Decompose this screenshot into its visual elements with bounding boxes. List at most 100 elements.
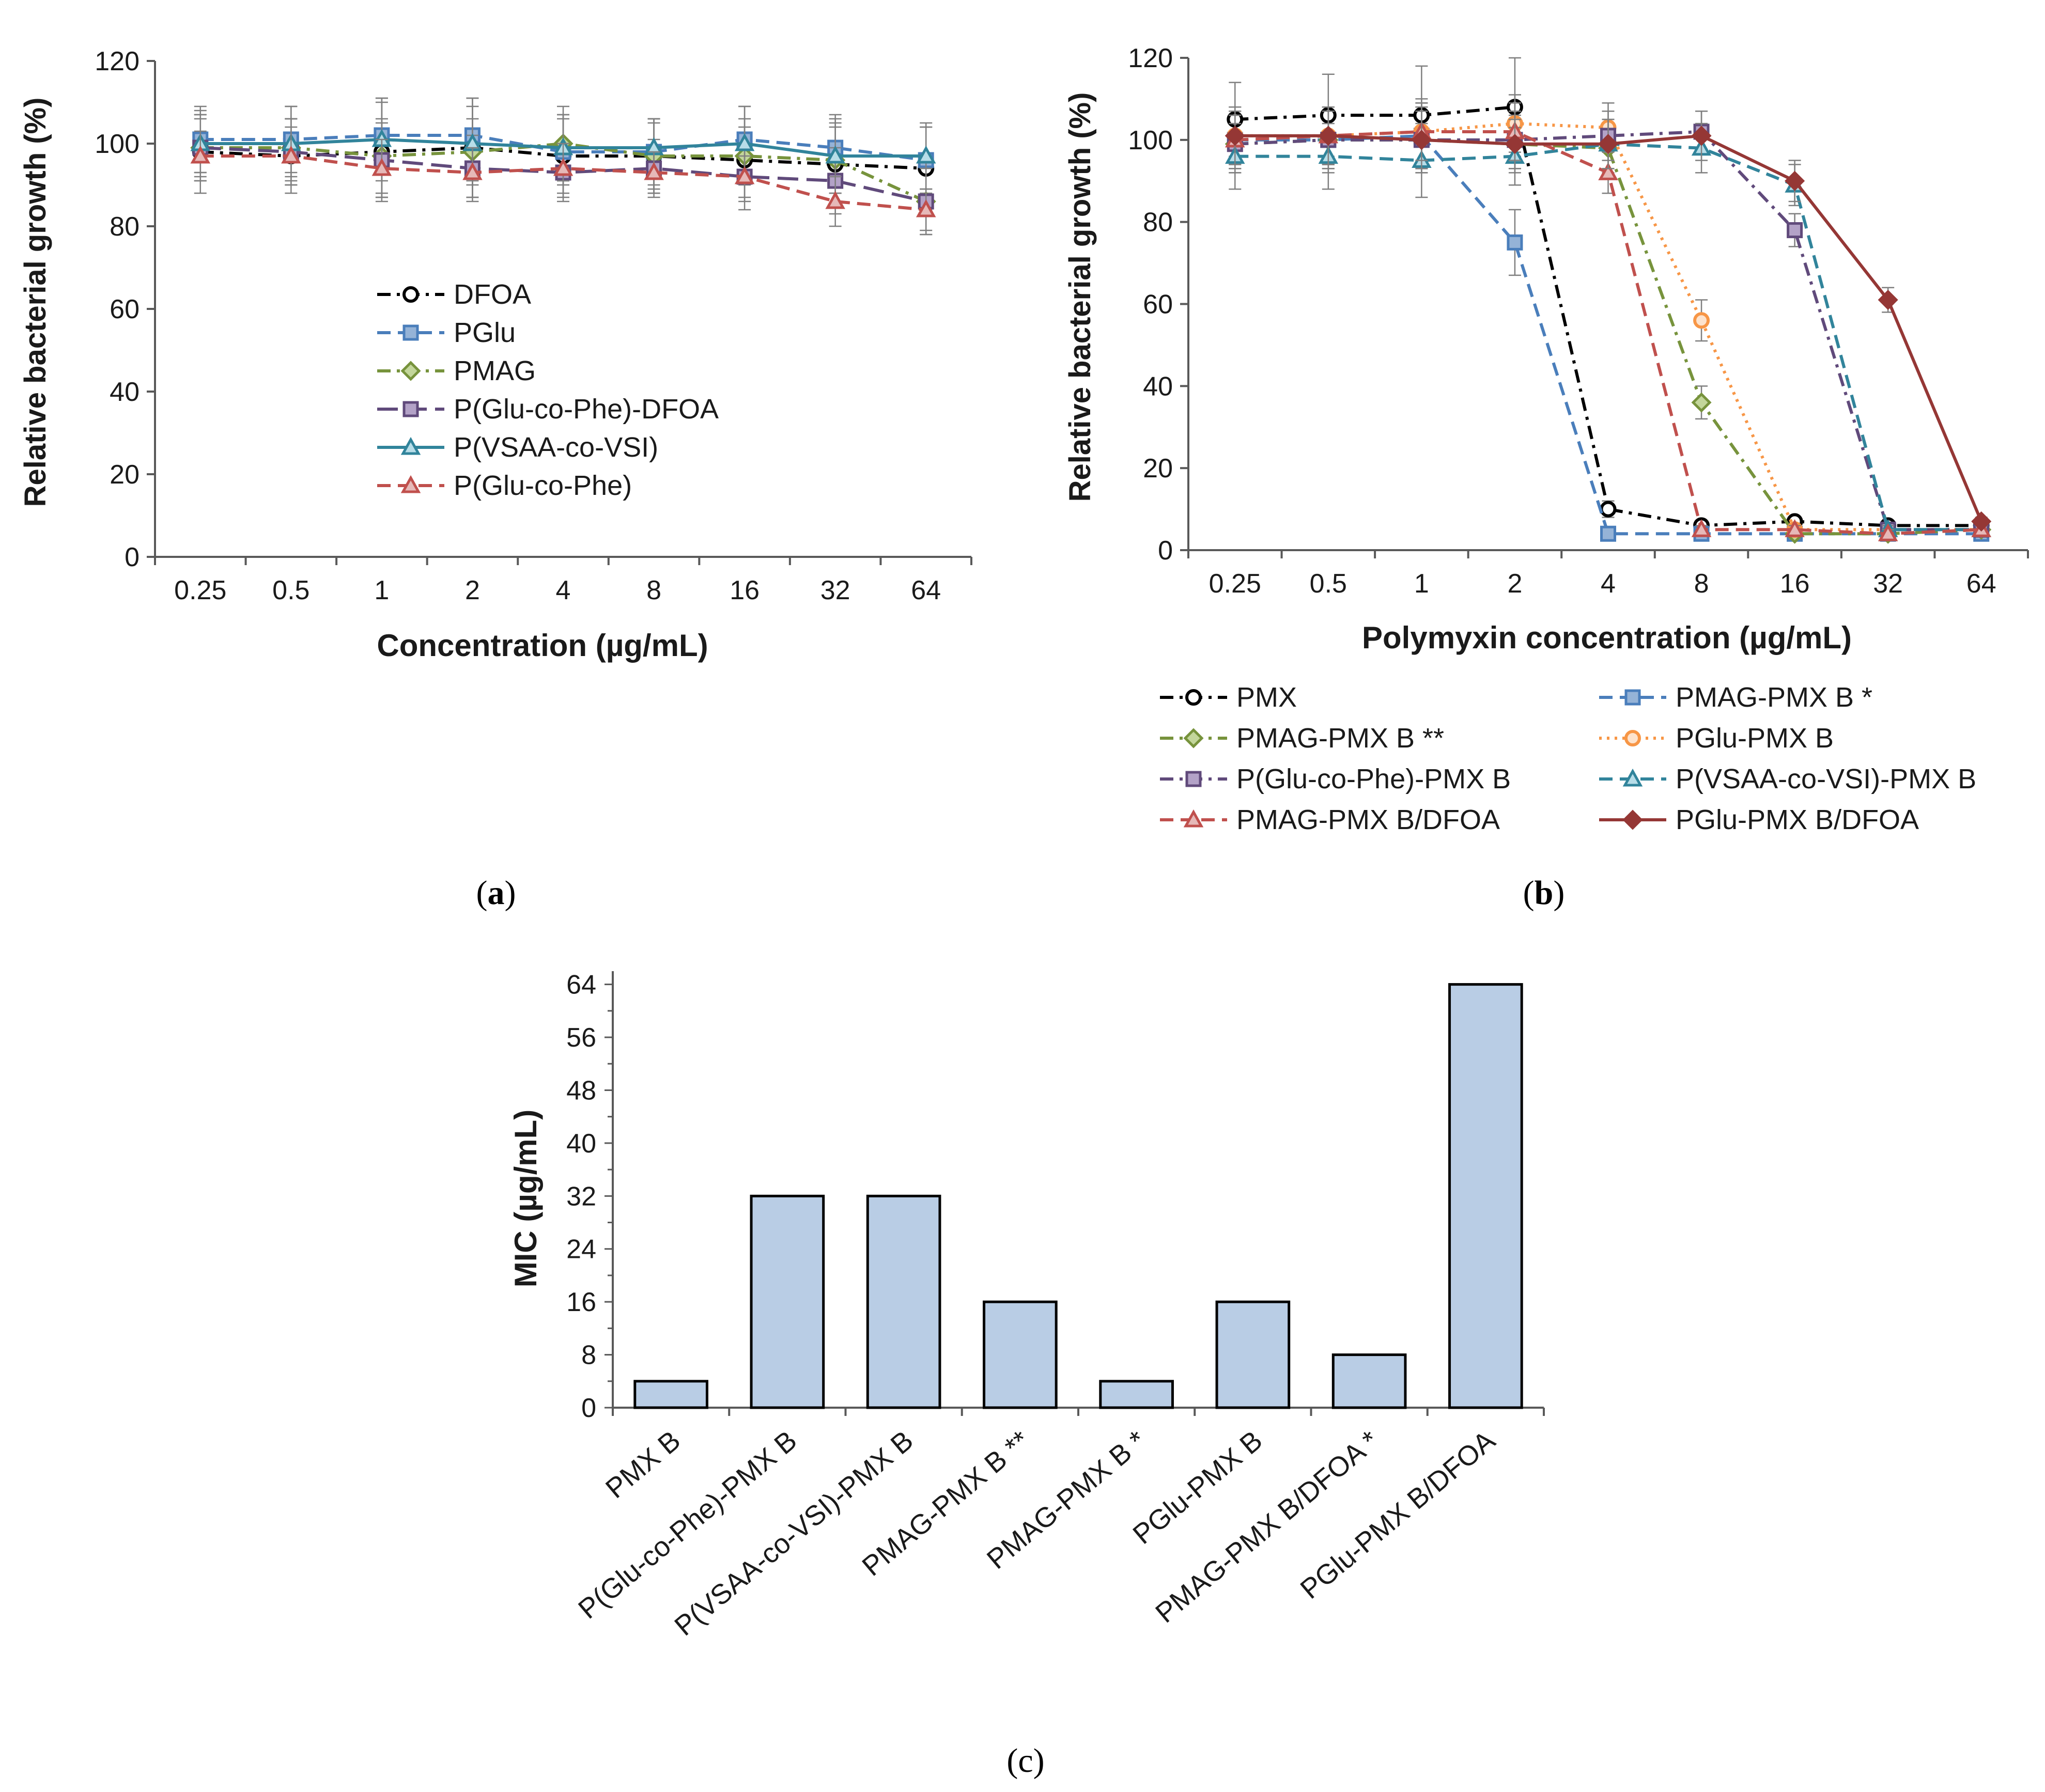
b-point-pglu-pmx-b-dfoa <box>1878 290 1898 310</box>
a-point-p-glu-co-phe <box>644 162 664 180</box>
c-bar-pmag-pmx-b-dfoa <box>1331 1353 1407 1409</box>
c-ytick-label: 16 <box>566 1287 596 1317</box>
a-legend-entry-p-vsaa-co-vsi: P(VSAA-co-VSI) <box>377 432 658 463</box>
b-legend-entry-p-glu-co-phe-pmx-b: P(Glu-co-Phe)-PMX B <box>1160 763 1511 794</box>
b-legend-marker <box>1624 730 1641 746</box>
c-bar-pmx-b <box>633 1380 708 1409</box>
b-line-p-glu-co-phe-pmx-b <box>1235 130 1981 532</box>
a-xtick-label: 0.25 <box>174 575 226 605</box>
b-point-pglu-pmx-b-dfoa <box>1225 126 1245 146</box>
a-point-p-glu-co-phe <box>734 166 755 184</box>
a-xtick-label: 16 <box>730 575 760 605</box>
c-ytick-label: 24 <box>566 1235 596 1265</box>
a-legend-marker <box>400 361 421 381</box>
a-legend-entry-dfoa: DFOA <box>377 279 531 310</box>
chart-b-panel-letter: b <box>1535 874 1554 912</box>
a-legend-marker <box>402 401 419 417</box>
chart-c-ylabel: MIC (µg/mL) <box>508 1110 543 1288</box>
b-legend-entry-pglu-pmx-b-dfoa: PGlu-PMX B/DFOA <box>1599 804 1919 835</box>
b-legend-entry-pmag-pmx-b: PMAG-PMX B ** <box>1160 723 1444 754</box>
a-point-p-glu-co-phe <box>553 158 574 176</box>
a-line-pmag <box>200 142 927 203</box>
chart-c: 0 8 16 24 32 40 48 56 64 PMX BP(Glu-co-Phe)-PMX B… <box>508 970 1545 1780</box>
chart-b-ylabel: Relative bacterial growth (%) <box>1063 92 1097 502</box>
b-xtick-label: 2 <box>1507 569 1522 599</box>
b-point-pglu-pmx-b-dfoa <box>1691 126 1712 146</box>
chart-a-panel-label: (a) <box>476 874 516 912</box>
c-ytick-label: 64 <box>566 970 596 1000</box>
b-point-pglu-pmx-b-dfoa <box>1971 511 1992 532</box>
chart-b-panel-label: (b) <box>1523 874 1565 912</box>
a-xtick-label: 32 <box>820 575 850 605</box>
b-legend-entry-pmag-pmx-b-dfoa: PMAG-PMX B/DFOA <box>1160 804 1500 835</box>
a-legend-label: P(VSAA-co-VSI) <box>454 432 658 463</box>
c-bar-p-vsaa-co-vsi-pmx-b <box>866 1194 941 1409</box>
b-ytick-label: 120 <box>1128 43 1173 73</box>
c-bar-pmag-pmx-b <box>983 1300 1058 1409</box>
b-legend-label: P(Glu-co-Phe)-PMX B <box>1236 763 1511 794</box>
b-series-pglu-pmx-b-dfoa <box>1225 106 1992 532</box>
b-xtick-label: 64 <box>1966 569 1996 599</box>
b-point-pmag-pmx-b-dfoa <box>1598 162 1618 180</box>
b-xtick-label: 8 <box>1694 569 1709 599</box>
b-xtick-label: 0.5 <box>1310 569 1347 599</box>
b-legend-marker <box>1183 809 1204 828</box>
c-ytick-label: 48 <box>566 1076 596 1105</box>
c-bar-pglu-pmx-b <box>1215 1300 1291 1409</box>
a-point-p-glu-co-phe <box>281 145 301 164</box>
b-ytick-label: 80 <box>1143 208 1173 238</box>
c-bar-pmag-pmx-b <box>1099 1380 1174 1409</box>
b-line-p-vsaa-co-vsi-pmx-b <box>1235 142 1981 532</box>
b-point-pmag-pmx-b-dfoa <box>1878 523 1898 541</box>
a-legend-marker <box>400 437 421 455</box>
b-point-pmag-pmx-b <box>1507 234 1523 251</box>
b-legend-label: PMAG-PMX B * <box>1676 682 1872 713</box>
a-point-p-glu-co-phe <box>916 199 936 217</box>
a-ytick-label: 20 <box>110 460 140 490</box>
a-xtick-label: 4 <box>556 575 571 605</box>
b-legend-label: P(VSAA-co-VSI)-PMX B <box>1676 763 1976 794</box>
b-ytick-label: 20 <box>1143 454 1173 484</box>
b-xtick-label: 1 <box>1414 569 1429 599</box>
a-ytick-label: 100 <box>95 129 140 159</box>
c-xtick-label: P(VSAA-co-VSI)-PMX B <box>669 1425 919 1642</box>
chart-a-legend: DFOA PGlu PMAG P(Glu-co-Phe)-DFOA P(VSAA-co-… <box>377 279 719 501</box>
a-point-p-glu-co-phe <box>371 158 392 176</box>
c-xtick-label: P(Glu-co-Phe)-PMX B <box>572 1425 802 1625</box>
b-legend-entry-pmx: PMX <box>1160 682 1297 713</box>
a-xtick-label: 64 <box>911 575 941 605</box>
chart-a-ylabel: Relative bacterial growth (%) <box>19 98 52 507</box>
b-point-pmag-pmx-b-dfoa <box>1691 519 1712 537</box>
b-ytick-label: 0 <box>1158 536 1173 566</box>
chart-a: 0 20 40 60 80 100 120 0.25 0.5 1 2 4 8 16 32 64 DFOA PGl… <box>19 46 972 912</box>
b-point-pglu-pmx-b-dfoa <box>1318 126 1339 146</box>
c-ytick-label: 8 <box>581 1341 596 1370</box>
b-line-pmag-pmx-b <box>1235 138 1981 536</box>
a-series-p-glu-co-phe <box>190 126 936 231</box>
b-point-pglu-pmx-b-dfoa <box>1598 134 1619 154</box>
c-ytick-label: 40 <box>566 1129 596 1159</box>
a-legend-label: P(Glu-co-Phe)-DFOA <box>454 394 719 425</box>
b-legend-marker <box>1624 689 1641 706</box>
chart-b-axes: 0 20 40 60 80 100 120 0.25 0.5 1 2 4 8 16 32 64 <box>1128 43 2029 599</box>
b-legend-label: PGlu-PMX B/DFOA <box>1676 804 1919 835</box>
b-point-p-glu-co-phe-pmx-b <box>1787 222 1803 239</box>
b-xtick-label: 4 <box>1601 569 1616 599</box>
b-legend-entry-p-vsaa-co-vsi-pmx-b: P(VSAA-co-VSI)-PMX B <box>1599 763 1976 794</box>
a-point-p-vsaa-co-vsi <box>734 133 755 151</box>
b-legend-marker <box>1185 771 1202 787</box>
chart-c-panel-label: (c) <box>1006 1742 1044 1780</box>
b-legend-label: PGlu-PMX B <box>1676 723 1834 754</box>
a-xtick-label: 0.5 <box>272 575 309 605</box>
chart-c-panel-letter: c <box>1018 1742 1033 1780</box>
c-xtick-label: PGlu-PMX B/DFOA <box>1295 1425 1501 1605</box>
a-ytick-label: 80 <box>110 212 140 242</box>
a-xtick-label: 8 <box>646 575 661 605</box>
c-ytick-label: 32 <box>566 1181 596 1211</box>
b-legend-entry-pglu-pmx-b: PGlu-PMX B <box>1599 723 1834 754</box>
b-legend-label: PMAG-PMX B ** <box>1236 723 1444 754</box>
a-ytick-label: 120 <box>95 46 140 76</box>
a-xtick-label: 2 <box>465 575 480 605</box>
a-point-p-glu-co-phe <box>825 191 845 209</box>
